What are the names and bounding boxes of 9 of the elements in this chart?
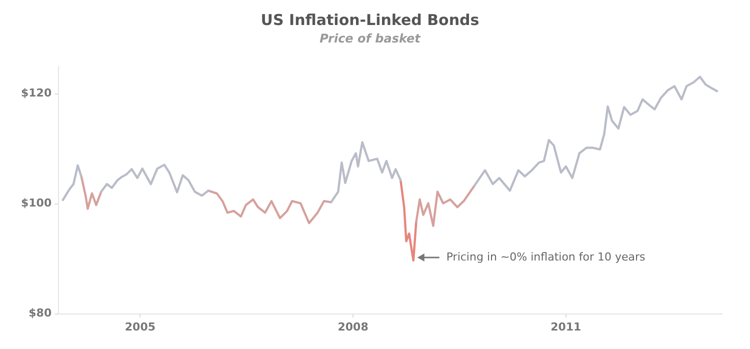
y-tick-label: $120 xyxy=(20,86,52,100)
x-tick-label: 2008 xyxy=(338,320,368,334)
annotation: Pricing in ~0% inflation for 10 years xyxy=(446,250,646,264)
y-tick-label: $80 xyxy=(28,306,52,320)
chart-title: US Inflation-Linked Bonds xyxy=(260,10,480,29)
x-tick-label: 2005 xyxy=(124,320,156,334)
x-tick-label: 2011 xyxy=(550,320,582,334)
y-tick-label: $100 xyxy=(20,196,52,210)
chart-subtitle: Price of basket xyxy=(320,31,422,46)
